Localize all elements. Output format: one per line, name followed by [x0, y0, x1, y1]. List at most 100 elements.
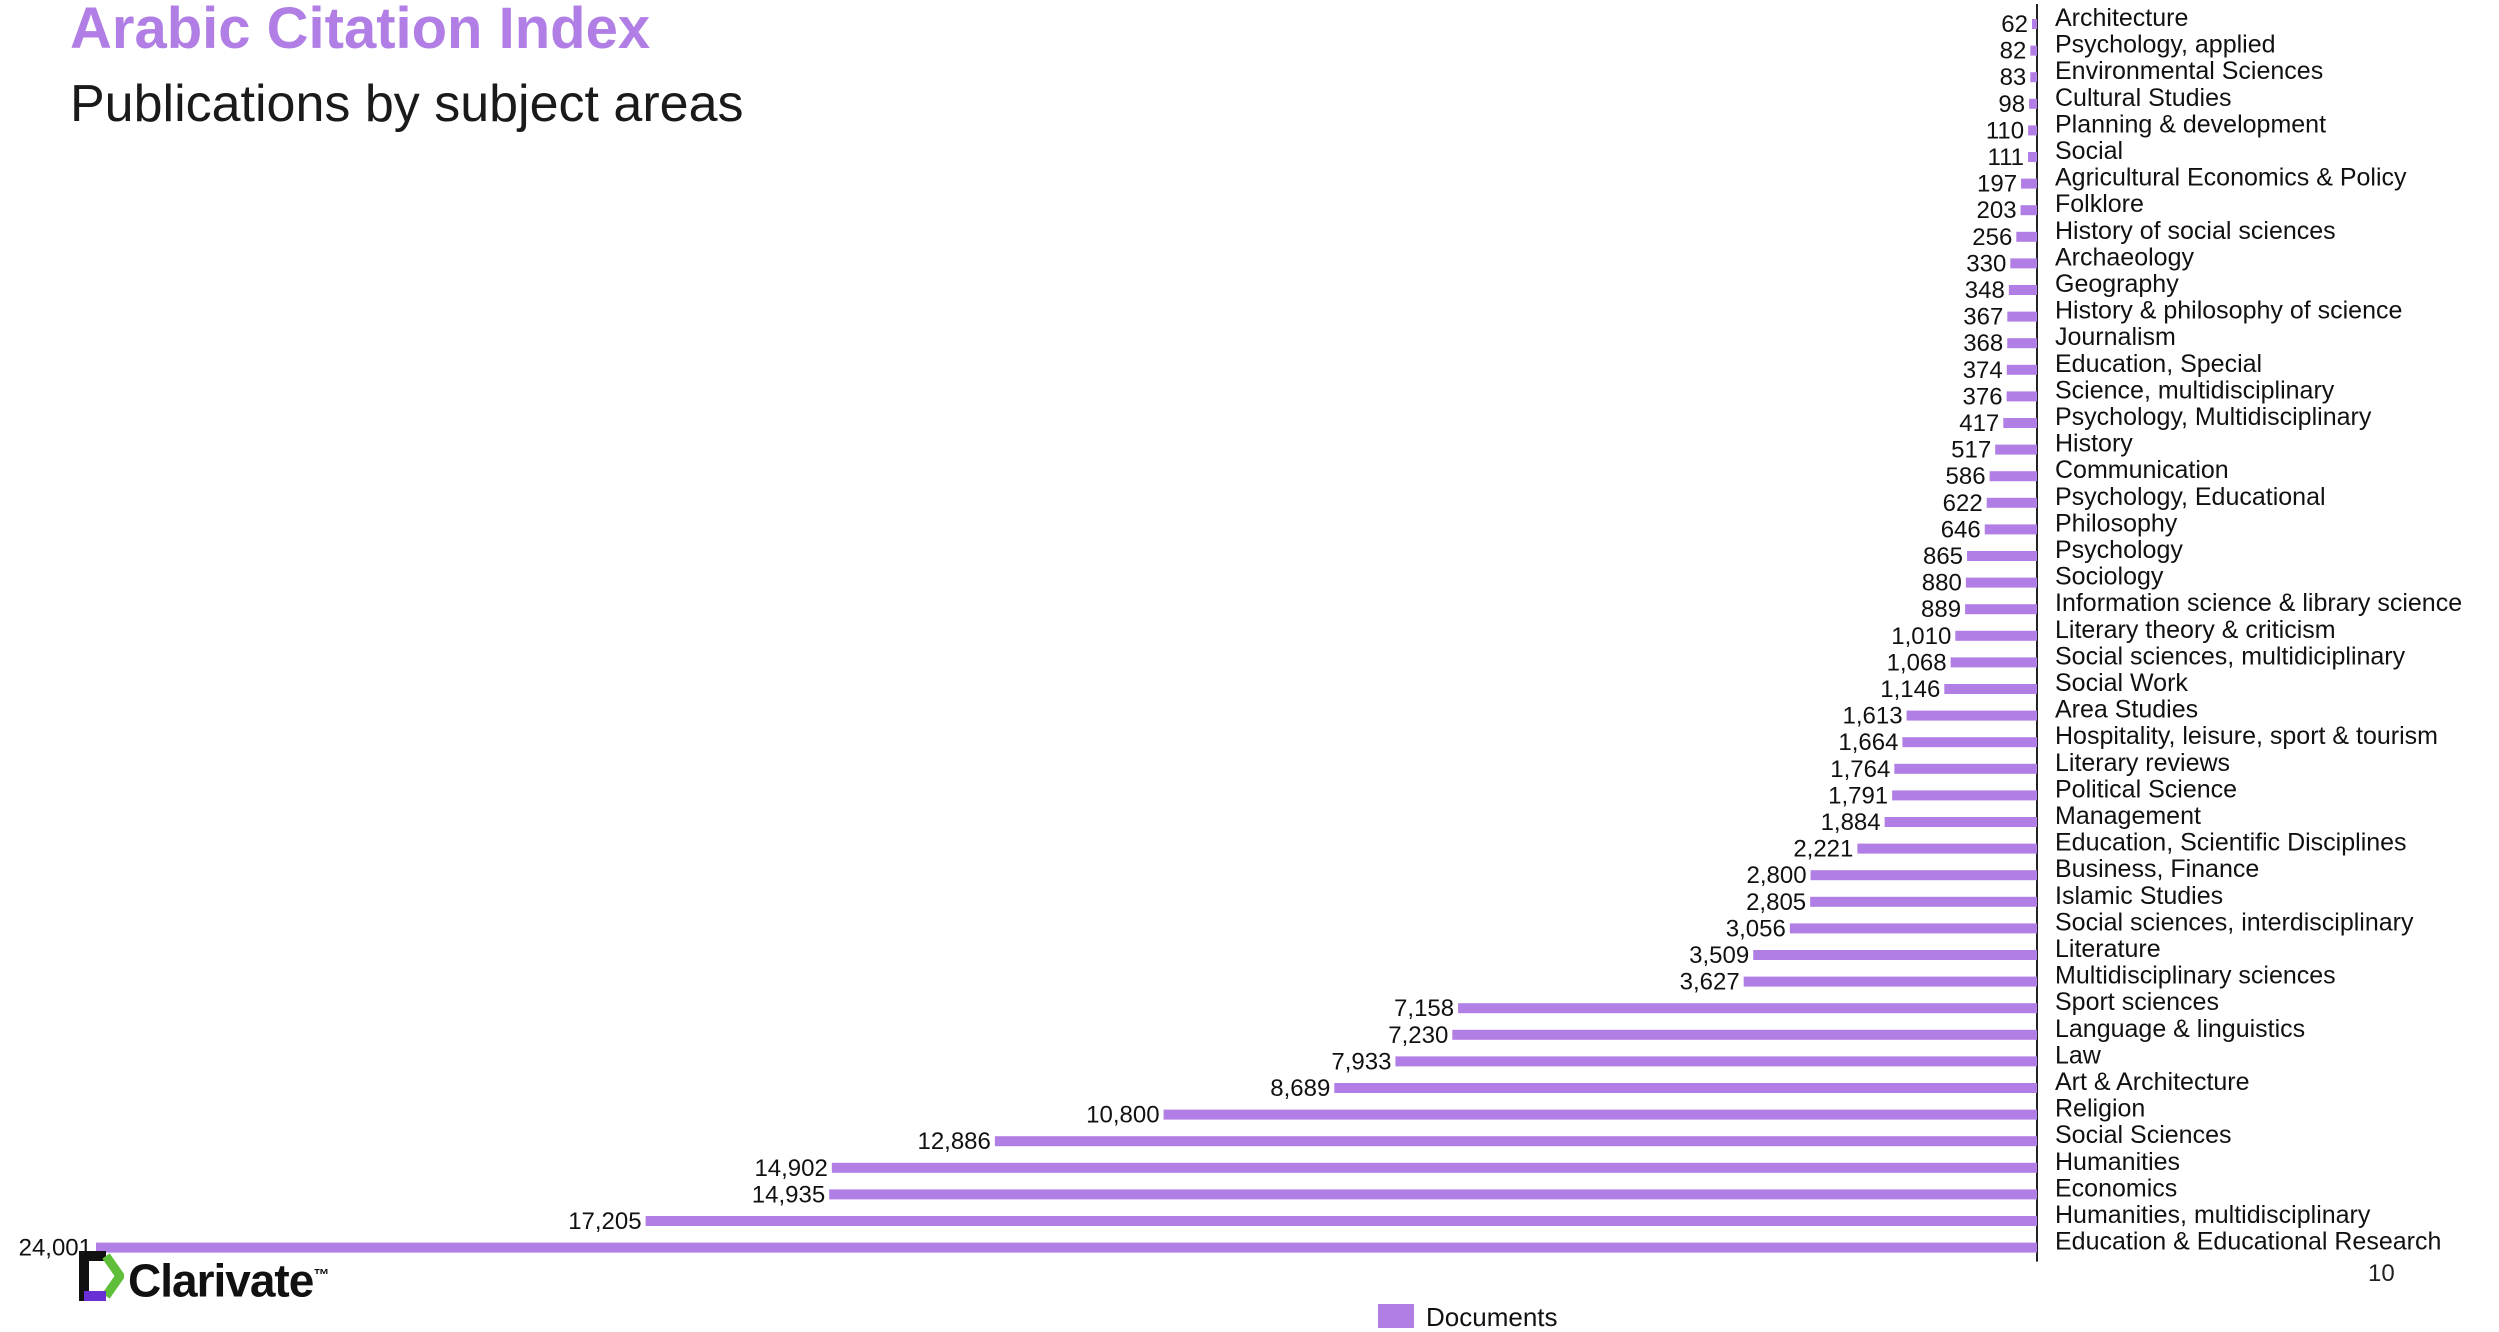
bar [1967, 551, 2037, 561]
category-label: Psychology, Educational [2055, 483, 2326, 511]
bar [2010, 258, 2037, 269]
chart-title: Arabic Citation Index [70, 0, 651, 61]
category-label: Economics [2055, 1174, 2177, 1202]
bar [1906, 710, 2037, 721]
category-label: Information science & library science [2055, 589, 2462, 617]
category-label: Social Work [2055, 669, 2188, 697]
data-label: 111 [1988, 144, 2024, 171]
data-label: 3,056 [1726, 915, 1786, 942]
category-label: Business, Finance [2055, 855, 2259, 883]
category-label: Education, Special [2055, 350, 2262, 378]
bar [1950, 657, 2037, 668]
data-label: 8,689 [1270, 1075, 1330, 1102]
bar [994, 1136, 2037, 1147]
category-label: Language & linguistics [2055, 1015, 2305, 1043]
data-label: 330 [1966, 250, 2006, 277]
bar [2030, 45, 2037, 56]
data-label: 17,205 [568, 1208, 641, 1235]
data-label: 10,800 [1086, 1102, 1159, 1129]
bar [1334, 1083, 2037, 1093]
bar [1458, 1003, 2037, 1014]
data-label: 110 [1986, 117, 2024, 144]
data-label: 7,230 [1388, 1022, 1448, 1049]
data-label: 1,146 [1880, 676, 1940, 703]
bar [1965, 577, 2037, 588]
bar [2028, 125, 2037, 136]
bar [1986, 497, 2037, 508]
page-number: 10 [2368, 1260, 2395, 1287]
bar [2006, 364, 2037, 375]
data-label: 3,509 [1689, 942, 1749, 969]
category-label: Journalism [2055, 323, 2176, 351]
bar [1965, 604, 2037, 615]
data-label: 14,935 [752, 1181, 825, 1208]
data-label: 1,068 [1887, 649, 1947, 676]
category-label: Social sciences, multidiciplinary [2055, 642, 2406, 670]
data-label: 622 [1943, 490, 1983, 517]
category-label: Law [2055, 1041, 2102, 1069]
bar [1753, 950, 2037, 960]
data-label: 376 [1963, 383, 2003, 410]
data-label: 2,805 [1746, 889, 1806, 916]
category-label: Sport sciences [2055, 988, 2219, 1016]
data-label: 517 [1951, 437, 1991, 464]
bar [2021, 178, 2037, 189]
bar [1955, 630, 2037, 641]
category-label: Folklore [2055, 190, 2144, 218]
data-label: 83 [2000, 64, 2027, 91]
category-label: Architecture [2055, 4, 2188, 32]
bar [2007, 338, 2037, 349]
bar [1944, 684, 2037, 694]
category-label: Art & Architecture [2055, 1068, 2250, 1096]
bar [1902, 737, 2037, 748]
bar [2006, 391, 2037, 402]
category-label: Multidisciplinary sciences [2055, 962, 2336, 990]
bar [1810, 896, 2037, 907]
bar [1989, 471, 2037, 482]
bar [829, 1189, 2038, 1200]
data-label: 417 [1959, 410, 1999, 437]
data-label: 203 [1977, 197, 2017, 224]
category-label: Planning & development [2055, 110, 2326, 138]
category-label: Islamic Studies [2055, 882, 2223, 910]
category-label: Hospitality, leisure, sport & tourism [2055, 722, 2438, 750]
clarivate-logo: Clarivate™ [72, 1248, 372, 1306]
data-label: 374 [1963, 357, 2003, 384]
category-label: Sociology [2055, 563, 2164, 591]
category-label: Cultural Studies [2055, 84, 2231, 112]
legend-label: Documents [1426, 1302, 1558, 1332]
bar [1984, 524, 2037, 535]
bar [1995, 444, 2037, 455]
data-label: 1,764 [1830, 756, 1890, 783]
clarivate-wordmark: Clarivate™ [128, 1254, 329, 1307]
bar [2007, 311, 2037, 322]
data-label: 2,800 [1746, 862, 1806, 889]
data-label: 1,613 [1842, 703, 1902, 730]
bar [2020, 205, 2037, 216]
data-label: 865 [1923, 543, 1963, 570]
category-label: History [2055, 430, 2133, 458]
data-label: 2,221 [1793, 836, 1853, 863]
data-label: 12,886 [917, 1128, 990, 1155]
category-label: Literary reviews [2055, 749, 2230, 777]
bar [2008, 285, 2037, 295]
data-label: 3,627 [1680, 969, 1740, 996]
category-label: Area Studies [2055, 696, 2198, 724]
bar [1810, 870, 2037, 881]
data-label: 889 [1921, 596, 1961, 623]
data-label: 1,884 [1821, 809, 1881, 836]
data-label: 1,664 [1838, 729, 1898, 756]
data-label: 7,158 [1394, 995, 1454, 1022]
data-label: 7,933 [1331, 1048, 1391, 1075]
category-label: Humanities, multidisciplinary [2055, 1201, 2371, 1229]
chart-subtitle: Publications by subject areas [70, 75, 744, 133]
bar [1857, 843, 2037, 854]
bar [2003, 418, 2037, 428]
bar [2031, 19, 2037, 29]
category-label: Archaeology [2055, 243, 2194, 271]
data-label: 348 [1965, 277, 2005, 304]
category-label: Geography [2055, 270, 2179, 298]
category-label: Social sciences, interdisciplinary [2055, 908, 2414, 936]
data-label: 82 [2000, 38, 2027, 65]
